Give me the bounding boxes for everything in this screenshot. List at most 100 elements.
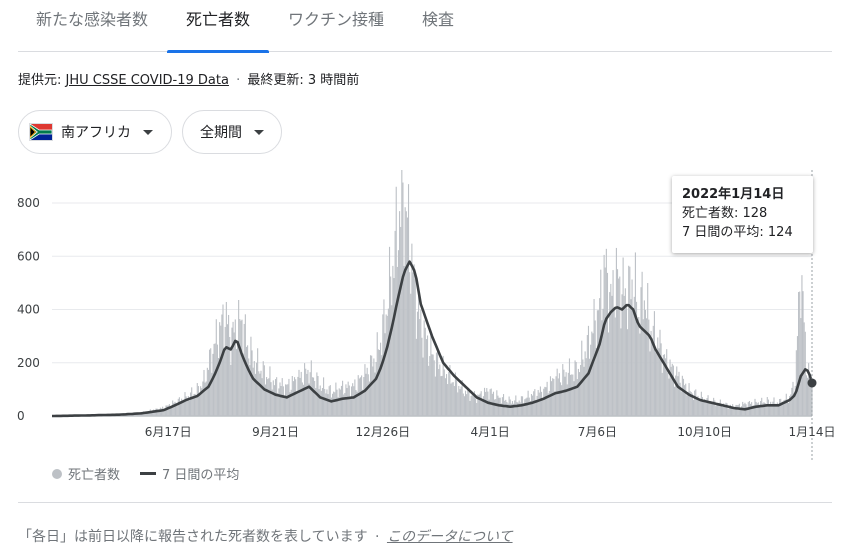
about-data-link[interactable]: このデータについて [386,529,513,545]
bar [302,384,305,416]
bar [402,182,404,416]
bar [722,406,724,416]
source-link[interactable]: JHU CSSE COVID-19 Data [65,73,229,88]
bar [551,381,553,416]
bar [319,385,321,416]
bar [707,395,709,416]
bar [326,389,328,416]
tab-deaths[interactable]: 死亡者数 [167,0,270,53]
bar [488,399,490,416]
bar [638,317,640,416]
bar [699,399,701,416]
bar [454,372,457,416]
bar [647,283,649,416]
bar [211,372,213,416]
bar [621,294,623,416]
bar [448,371,450,416]
data-source-line: 提供元: JHU CSSE COVID-19 Data · 最終更新: 3 時間… [18,69,359,88]
bar [786,399,788,416]
tab-new-cases[interactable]: 新たな感染者数 [36,10,149,29]
bar [429,356,431,416]
bar [672,365,674,416]
bar [216,344,218,416]
bar [718,402,720,416]
bar [315,388,317,416]
tab-testing[interactable]: 検査 [422,10,455,29]
period-dropdown[interactable]: 全期間 [182,110,282,154]
bar [471,393,473,416]
bar [308,383,310,416]
bar [301,382,303,416]
bar [205,381,207,416]
bar [425,339,427,416]
tab-vaccinations[interactable]: ワクチン接種 [288,10,385,29]
bar [460,386,462,416]
bar [780,398,782,416]
bar [615,247,617,416]
bar [380,342,382,416]
bar [463,396,465,416]
bar [808,363,810,416]
bar [293,377,296,416]
bar [732,404,734,416]
bar [435,352,438,416]
bar [174,401,176,416]
bar [234,319,236,416]
bar [441,375,443,416]
bar [791,387,793,416]
bar [176,406,178,416]
bar [538,392,540,416]
bar [323,377,325,416]
bar [196,383,198,416]
bar [703,401,705,416]
bar [433,360,435,416]
x-tick-label: 7月6日 [578,425,617,439]
bar [217,358,220,416]
chevron-down-icon [254,129,264,135]
bar [625,306,628,416]
bar [720,405,723,416]
bar [475,398,477,416]
bar [192,396,194,416]
bar [623,295,625,416]
bar [154,410,156,416]
bar [796,336,799,416]
bar [499,397,501,416]
bar [723,403,725,416]
bar [535,399,537,416]
bar [667,372,669,416]
bar [685,383,687,416]
bar [195,395,197,416]
bar [430,333,432,416]
bar [770,401,772,416]
bar [186,398,188,416]
source-separator: · [236,73,241,88]
x-tick-label: 12月26日 [356,425,411,439]
bar [773,397,775,416]
bar [794,385,796,416]
bar [367,374,369,416]
bar [412,272,414,416]
bar [177,398,179,416]
bar [728,406,730,416]
bar [184,392,186,416]
bar [805,375,807,416]
bar [548,390,550,416]
bar [589,358,591,416]
country-dropdown[interactable]: 南アフリカ [18,110,172,154]
bar [583,366,585,416]
bar [321,388,324,416]
bar [371,355,373,416]
bar [798,292,800,416]
bar [386,315,388,416]
tooltip-deaths: 死亡者数: 128 [682,206,768,221]
bar [330,397,332,416]
bar [762,403,764,416]
bar [495,399,497,416]
bar [599,298,601,416]
bar [578,372,581,416]
bar [671,363,673,416]
bar [453,386,455,416]
bar [287,384,289,416]
bar [725,402,727,416]
